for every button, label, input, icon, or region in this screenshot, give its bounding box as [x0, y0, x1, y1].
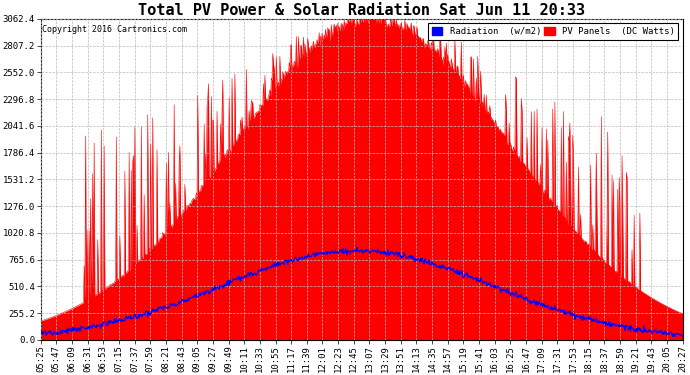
Title: Total PV Power & Solar Radiation Sat Jun 11 20:33: Total PV Power & Solar Radiation Sat Jun…: [138, 3, 585, 18]
Text: Copyright 2016 Cartronics.com: Copyright 2016 Cartronics.com: [42, 26, 187, 34]
Legend: Radiation  (w/m2), PV Panels  (DC Watts): Radiation (w/m2), PV Panels (DC Watts): [428, 24, 678, 40]
